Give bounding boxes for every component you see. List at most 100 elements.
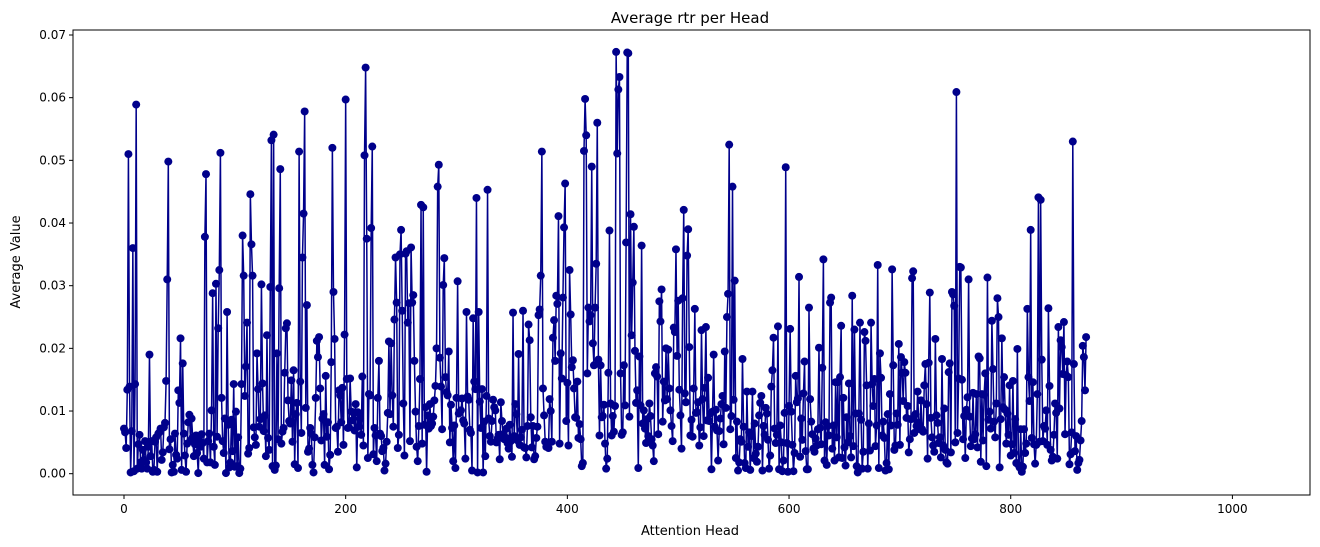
data-point xyxy=(429,412,438,421)
data-point xyxy=(993,294,1002,303)
data-point xyxy=(1003,409,1012,418)
data-point xyxy=(456,406,465,415)
data-point xyxy=(584,303,593,312)
data-point xyxy=(266,282,275,291)
data-point xyxy=(976,457,985,466)
data-point xyxy=(187,414,196,423)
data-point xyxy=(1045,381,1054,390)
y-tick-label: 0.07 xyxy=(39,28,66,42)
data-point xyxy=(275,284,284,293)
data-point xyxy=(637,241,646,250)
data-point xyxy=(552,291,561,300)
data-point xyxy=(779,456,788,465)
data-point xyxy=(292,398,301,407)
data-point xyxy=(727,412,736,421)
data-point xyxy=(315,333,324,342)
data-point xyxy=(889,361,898,370)
data-point xyxy=(914,418,923,427)
data-point xyxy=(952,88,961,97)
x-tick-label: 400 xyxy=(556,502,579,516)
data-point xyxy=(474,308,483,317)
x-axis: 0 200 400 600 800 1000 xyxy=(120,495,1248,516)
data-point xyxy=(340,330,349,339)
data-point xyxy=(751,449,760,458)
data-point xyxy=(928,433,937,442)
data-point xyxy=(497,417,506,426)
data-point xyxy=(546,407,555,416)
data-point xyxy=(700,383,709,392)
data-point xyxy=(153,467,162,476)
data-point xyxy=(1037,355,1046,364)
data-point xyxy=(444,347,453,356)
data-point xyxy=(1013,344,1022,353)
data-point xyxy=(374,356,383,365)
data-point xyxy=(683,251,692,260)
data-point xyxy=(572,413,581,422)
data-point xyxy=(1053,454,1062,463)
data-point xyxy=(382,437,391,446)
data-point xyxy=(538,384,547,393)
data-point xyxy=(796,452,805,461)
data-point xyxy=(931,334,940,343)
data-point xyxy=(1079,353,1088,362)
data-point xyxy=(479,468,488,477)
data-point xyxy=(449,457,458,466)
data-point xyxy=(911,410,920,419)
data-point xyxy=(962,405,971,414)
data-point xyxy=(1077,417,1086,426)
data-point xyxy=(828,444,837,453)
data-point xyxy=(940,404,949,413)
data-point xyxy=(272,349,281,358)
data-point xyxy=(415,375,424,384)
data-point xyxy=(573,377,582,386)
data-point xyxy=(208,289,217,298)
data-point xyxy=(640,424,649,433)
data-point xyxy=(301,403,310,412)
data-point xyxy=(905,435,914,444)
data-point xyxy=(971,430,980,439)
data-point xyxy=(390,315,399,324)
data-point xyxy=(239,271,248,280)
data-point xyxy=(718,391,727,400)
data-point xyxy=(961,454,970,463)
data-point xyxy=(216,148,225,157)
data-point xyxy=(1059,318,1068,327)
data-point xyxy=(924,358,933,367)
data-point xyxy=(598,412,607,421)
data-point xyxy=(882,459,891,468)
data-point xyxy=(705,417,714,426)
data-point xyxy=(879,417,888,426)
data-point xyxy=(658,417,667,426)
data-point xyxy=(729,395,738,404)
data-point xyxy=(807,417,816,426)
data-point xyxy=(282,319,291,328)
data-point xyxy=(409,291,418,300)
data-point xyxy=(214,324,223,333)
x-tick-label: 0 xyxy=(120,502,128,516)
data-point xyxy=(1056,336,1065,345)
data-point xyxy=(614,85,623,94)
data-point xyxy=(1044,304,1053,313)
data-point xyxy=(1033,390,1042,399)
data-point xyxy=(238,231,247,240)
data-point xyxy=(707,465,716,474)
data-point xyxy=(504,444,513,453)
data-point xyxy=(461,454,470,463)
data-point xyxy=(1041,424,1050,433)
data-point xyxy=(659,377,668,386)
data-point xyxy=(1061,430,1070,439)
data-point xyxy=(943,459,952,468)
data-point xyxy=(430,396,439,405)
data-point xyxy=(980,390,989,399)
data-point xyxy=(602,464,611,473)
data-point xyxy=(259,427,268,436)
data-point xyxy=(762,409,771,418)
data-point xyxy=(827,293,836,302)
data-point xyxy=(901,368,910,377)
data-point xyxy=(531,452,540,461)
data-point xyxy=(893,420,902,429)
data-point xyxy=(936,453,945,462)
data-point xyxy=(861,336,870,345)
data-point xyxy=(689,384,698,393)
data-point xyxy=(846,432,854,441)
